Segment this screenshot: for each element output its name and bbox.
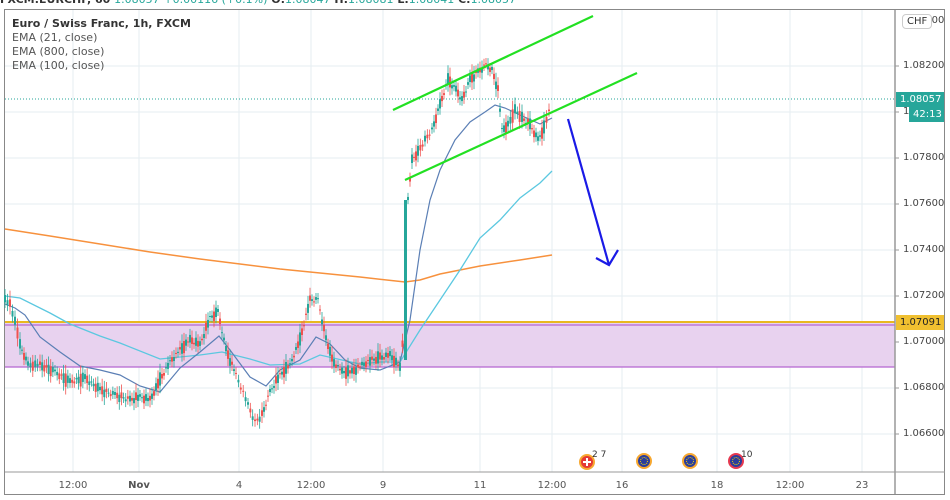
legend-ema800[interactable]: EMA (800, close) [12,45,105,58]
chart-frame[interactable] [4,9,945,495]
x-tick: 12:00 [775,480,805,491]
y-tick: 1.06600 [903,428,945,439]
y-tick: 1.07200 [903,290,945,301]
x-tick: 16 [615,480,629,491]
level-price-tag: 1.07091 [896,315,944,330]
x-tick: 12:00 [296,480,326,491]
open-value: 1.08047 [285,0,331,6]
y-tick-hidden: 1. [903,106,913,117]
channel-lower-line[interactable] [404,72,638,181]
channel-upper-line[interactable] [392,15,594,111]
event-count: 10 [741,450,753,460]
event-count: 2 7 [592,450,607,460]
x-tick: 11 [473,480,487,491]
high-label: H: [334,0,348,6]
y-tick-marks [895,65,899,435]
swiss-flag-icon[interactable] [579,454,595,470]
x-tick: 18 [710,480,724,491]
x-tick: 9 [379,480,387,491]
candlesticks [4,57,550,429]
high-value: 1.08081 [348,0,394,6]
eu-flag-icon[interactable] [636,453,652,469]
current-price-tag: 1.08057 [896,92,944,107]
open-label: O: [271,0,285,6]
legend-title: Euro / Swiss Franc, 1h, FXCM [12,17,191,30]
chart-legend: Euro / Swiss Franc, 1h, FXCM EMA (21, cl… [12,17,191,73]
ema800-line [4,228,553,283]
economic-events[interactable] [579,453,744,470]
low-value: 1.08041 [409,0,455,6]
last-price: 1.08057 [114,0,160,6]
symbol-label: FXCM:EURCHF, 60 [0,0,110,6]
y-tick: 1.06800 [903,382,945,393]
legend-ema100[interactable]: EMA (100, close) [12,59,105,72]
close-value: 1.08057 [471,0,517,6]
eu-flag-icon[interactable] [682,453,698,469]
y-tick: 1.07000 [903,336,945,347]
ema100-line [4,170,553,366]
eu-flag-icon[interactable] [728,453,744,469]
x-tick: Nov [128,480,150,491]
x-tick: 12:00 [537,480,567,491]
x-tick: 12:00 [58,480,88,491]
legend-ema21[interactable]: EMA (21, close) [12,31,98,44]
y-tick: 1.07800 [903,152,945,163]
x-tick: 23 [855,480,869,491]
ema21-line [4,104,553,393]
support-zone[interactable] [5,323,895,367]
currency-button[interactable]: CHF [902,14,933,29]
low-label: L: [397,0,408,6]
price-change: +0.00116 (+0.1%) [163,0,267,6]
y-tick: 1.07400 [903,244,945,255]
bearish-arrow[interactable] [566,118,619,267]
close-label: C: [458,0,470,6]
bar-countdown-tag: 42:13 [909,107,944,122]
x-tick: 4 [235,480,243,491]
symbol-ohlc-strip: FXCM:EURCHF, 60 1.08057 +0.00116 (+0.1%)… [0,0,517,6]
y-tick: 1.07600 [903,198,945,209]
y-tick: 1.08200 [903,60,945,71]
